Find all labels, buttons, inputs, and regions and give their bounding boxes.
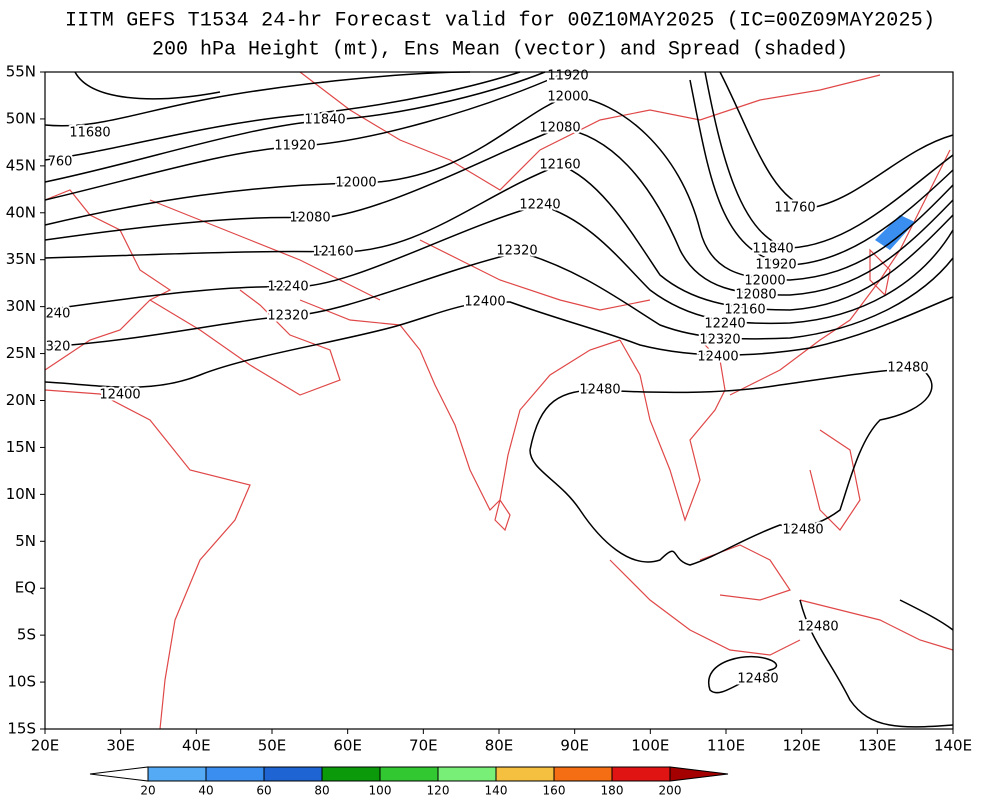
contour-label: 240 — [46, 307, 71, 322]
colorbar-box — [147, 766, 207, 782]
contour-label: 12240 — [267, 280, 308, 295]
lon-label: 120E — [783, 737, 821, 755]
colorbar-label: 120 — [427, 784, 450, 798]
colorbar-label: 100 — [369, 784, 392, 798]
contours — [44, 71, 954, 728]
colorbar-label: 80 — [314, 784, 329, 798]
lon-label: 20E — [31, 737, 60, 755]
title-line: 200 hPa Height (mt), Ens Mean (vector) a… — [152, 38, 848, 61]
lat-label: 25N — [6, 344, 36, 362]
contour-label: 12160 — [312, 245, 353, 260]
lon-label: 30E — [106, 737, 135, 755]
lon-label: 60E — [333, 737, 362, 755]
lat-label: 10N — [6, 485, 36, 503]
colorbar-box — [205, 766, 265, 782]
contour-label: 12320 — [699, 333, 740, 348]
contour-label: 12240 — [704, 317, 745, 332]
colorbar-box — [321, 766, 381, 782]
contour-label: 12240 — [519, 198, 560, 213]
contour-label: 12320 — [496, 244, 537, 259]
contour-label: 11920 — [547, 69, 588, 84]
colorbar-under — [89, 766, 149, 782]
lat-label: 20N — [6, 391, 36, 409]
colorbar-label: 200 — [659, 784, 682, 798]
lon-label: 140E — [934, 737, 972, 755]
lat-label: 15S — [7, 720, 36, 738]
colorbar-label: 160 — [543, 784, 566, 798]
lon-label: 110E — [707, 737, 745, 755]
coastlines — [44, 71, 954, 730]
contour-label: 12000 — [744, 274, 785, 289]
contour-label: 11760 — [774, 201, 815, 216]
contour-label: 12480 — [797, 620, 838, 635]
contour-label: 11840 — [752, 242, 793, 257]
contour-label: 12400 — [464, 295, 505, 310]
colorbar-box — [379, 766, 439, 782]
contour-label: 320 — [46, 340, 71, 355]
contour-label: 12480 — [782, 523, 823, 538]
lon-label: 40E — [182, 737, 211, 755]
lat-label: 35N — [6, 250, 36, 268]
colorbar-box — [495, 766, 555, 782]
contour-label: 12160 — [539, 158, 580, 173]
lat-label: 50N — [6, 109, 36, 127]
contour-label: 11920 — [755, 258, 796, 273]
lat-label: 5N — [15, 532, 36, 550]
contour-label: 12320 — [267, 309, 308, 324]
contour-label: 12000 — [547, 90, 588, 105]
lon-label: 70E — [409, 737, 438, 755]
lat-label: 40N — [6, 203, 36, 221]
colorbar-box — [553, 766, 613, 782]
contour-label: 11920 — [274, 139, 315, 154]
lon-label: 100E — [631, 737, 669, 755]
contour-label: 12080 — [539, 121, 580, 136]
contour-label: 760 — [48, 155, 73, 170]
contour-label: 12480 — [887, 361, 928, 376]
colorbar-box — [437, 766, 497, 782]
contour-label: 12480 — [579, 383, 620, 398]
lat-label: 45N — [6, 156, 36, 174]
contour-label: 12080 — [289, 211, 330, 226]
colorbar-box — [263, 766, 323, 782]
contour-label: 12080 — [735, 288, 776, 303]
lon-label: 80E — [485, 737, 514, 755]
colorbar-label: 180 — [601, 784, 624, 798]
contour-label: 12400 — [99, 388, 140, 403]
lat-label: 55N — [6, 63, 36, 81]
lon-label: 50E — [258, 737, 287, 755]
lon-label: 130E — [858, 737, 896, 755]
colorbar-box — [611, 766, 671, 782]
title-line: IITM GEFS T1534 24-hr Forecast valid for… — [65, 9, 935, 32]
contour-label: 12000 — [335, 176, 376, 191]
contour-label: 11840 — [304, 113, 345, 128]
spread-shading — [875, 215, 915, 250]
contour-label: 12160 — [724, 303, 765, 318]
contour-label: 11680 — [69, 126, 110, 141]
colorbar-label: 40 — [198, 784, 213, 798]
lat-label: EQ — [15, 579, 36, 597]
colorbar-label: 140 — [485, 784, 508, 798]
lat-label: 5S — [17, 626, 36, 644]
contour-label: 12400 — [697, 350, 738, 365]
lat-label: 15N — [6, 438, 36, 456]
colorbar-label: 20 — [140, 784, 155, 798]
lat-label: 30N — [6, 297, 36, 315]
colorbar-label: 60 — [256, 784, 271, 798]
map-area: 1192012000120801216012240123201240011840… — [44, 67, 954, 730]
lon-label: 90E — [560, 737, 589, 755]
contour-label: 12480 — [737, 672, 778, 687]
colorbar-over — [669, 766, 729, 782]
lat-label: 10S — [7, 673, 36, 691]
map-background — [45, 72, 953, 729]
